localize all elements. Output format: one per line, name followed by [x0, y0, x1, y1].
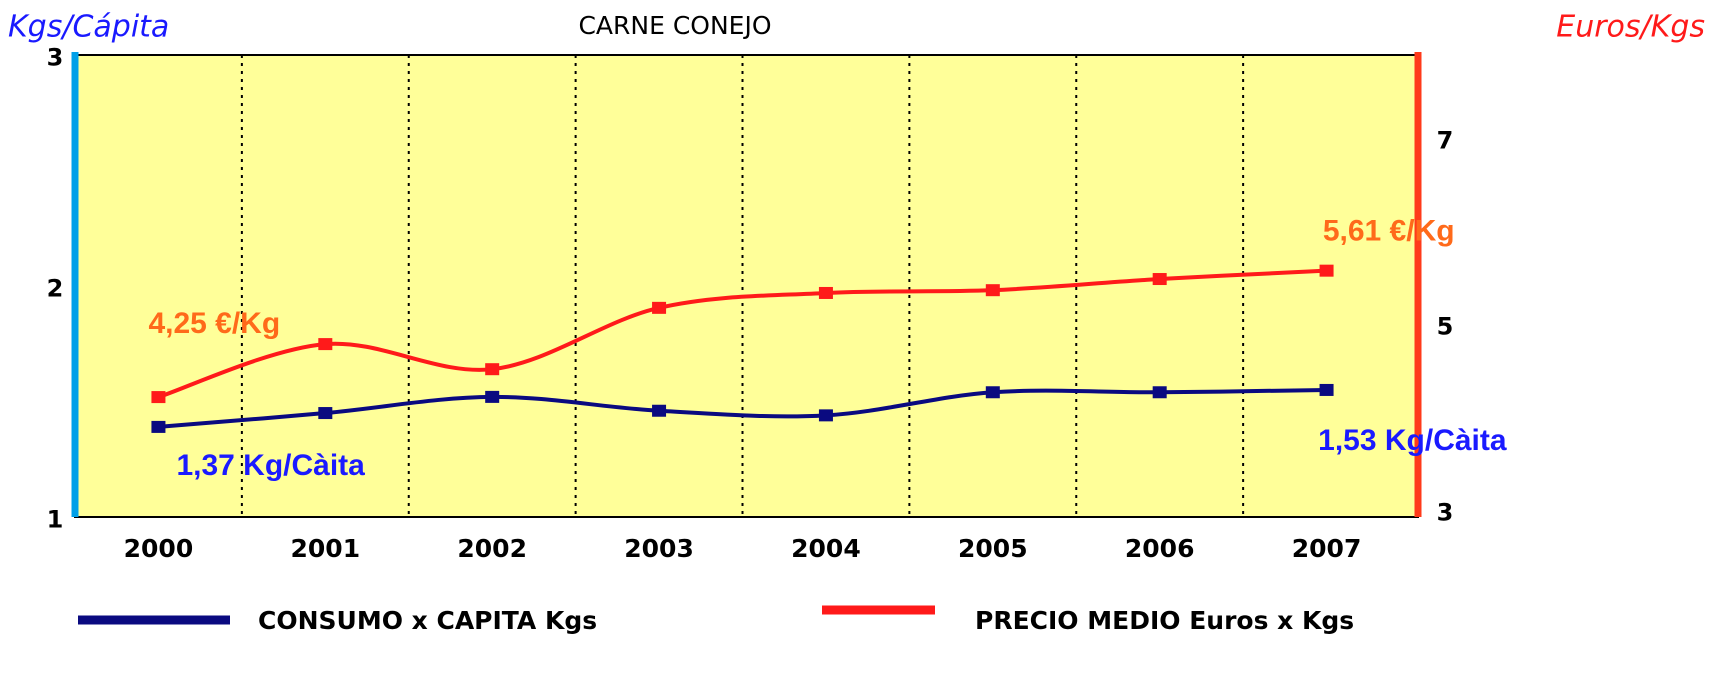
point-marker	[652, 301, 667, 314]
x-tick-label: 2003	[624, 534, 694, 563]
annotation: 5,61 €/Kg	[1323, 215, 1455, 248]
legend-label: CONSUMO x CAPITA Kgs	[258, 606, 597, 635]
point-marker	[485, 390, 500, 403]
y2-tick-label: 7	[1437, 126, 1454, 154]
point-marker	[151, 391, 166, 404]
y2-tick-label: 3	[1437, 498, 1454, 526]
annotation: 1,37 Kg/Càita	[176, 449, 365, 482]
y-axis-title: Kgs/Cápita	[8, 10, 169, 45]
point-marker	[485, 363, 500, 376]
point-marker	[318, 338, 333, 351]
point-marker	[1319, 264, 1334, 277]
point-marker	[985, 386, 1000, 399]
point-marker	[1152, 273, 1167, 286]
x-tick-label: 2004	[791, 534, 861, 563]
y2-tick-label: 5	[1437, 312, 1454, 340]
x-tick-label: 2007	[1292, 534, 1362, 563]
y-tick-label: 1	[47, 505, 64, 533]
x-tick-label: 2000	[124, 534, 194, 563]
point-marker	[652, 404, 667, 417]
series-line	[158, 387, 1327, 429]
chart-title: CARNE CONEJO	[578, 11, 771, 40]
x-tick-label: 2002	[457, 534, 527, 563]
y2-axis-title: Euros/Kgs	[1556, 10, 1705, 45]
point-marker	[818, 409, 833, 422]
plot-area	[74, 54, 1419, 518]
annotation: 4,25 €/Kg	[148, 307, 280, 340]
y-tick-label: 3	[47, 43, 64, 71]
point-marker	[1319, 383, 1334, 396]
point-marker	[1152, 386, 1167, 399]
series-line	[157, 268, 1327, 399]
point-marker	[151, 420, 166, 433]
x-tick-label: 2001	[291, 534, 361, 563]
annotation: 1,53 Kg/Càita	[1318, 424, 1507, 457]
x-tick-label: 2005	[958, 534, 1028, 563]
legend-label: PRECIO MEDIO Euros x Kgs	[975, 606, 1354, 635]
y-tick-label: 2	[47, 274, 64, 302]
point-marker	[318, 407, 333, 420]
point-marker	[818, 286, 833, 299]
point-marker	[985, 284, 1000, 297]
x-tick-label: 2006	[1125, 534, 1195, 563]
